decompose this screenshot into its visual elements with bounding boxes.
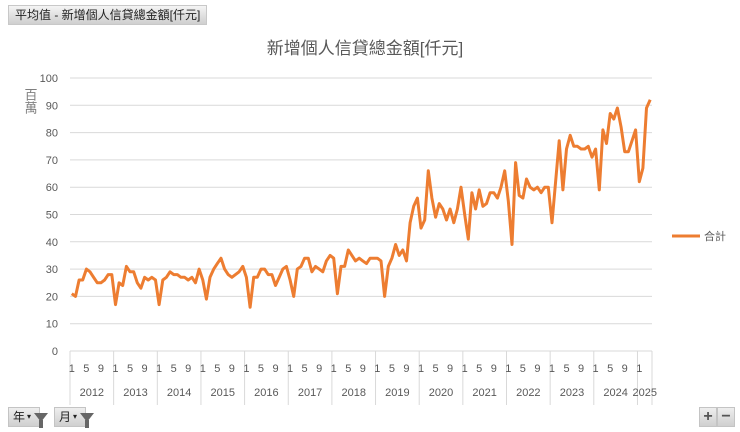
month-tick-label: 5 [563, 363, 569, 375]
month-tick-label: 5 [607, 363, 613, 375]
month-tick-label: 9 [578, 363, 584, 375]
value-field-button[interactable]: 平均值 - 新增個人信貸總金額[仟元] [8, 5, 208, 25]
month-tick-label: 5 [83, 363, 89, 375]
month-tick-label: 1 [636, 363, 642, 375]
year-tick-label: 2019 [385, 387, 409, 399]
year-tick-label: 2024 [603, 387, 627, 399]
month-tick-label: 1 [112, 363, 118, 375]
legend-label: 合計 [704, 229, 726, 243]
dropdown-icon: ▾ [73, 412, 78, 421]
month-tick-label: 1 [593, 363, 599, 375]
y-tick-label: 20 [46, 291, 58, 303]
month-tick-label: 5 [258, 363, 264, 375]
y-tick-label: 90 [46, 100, 58, 112]
filter-icon [80, 412, 95, 428]
year-tick-label: 2021 [472, 387, 496, 399]
y-tick-label: 10 [46, 319, 58, 331]
y-tick-label: 40 [46, 237, 58, 249]
month-tick-label: 9 [98, 363, 104, 375]
month-tick-label: 5 [214, 363, 220, 375]
month-tick-label: 1 [374, 363, 380, 375]
month-tick-label: 5 [302, 363, 308, 375]
month-tick-label: 9 [360, 363, 366, 375]
year-filter-label: 年 [13, 410, 26, 424]
year-tick-label: 2015 [211, 387, 235, 399]
month-tick-label: 1 [287, 363, 293, 375]
month-tick-label: 9 [229, 363, 235, 375]
month-tick-label: 1 [69, 363, 75, 375]
month-tick-label: 1 [200, 363, 206, 375]
filter-icon [34, 412, 49, 428]
month-tick-label: 1 [418, 363, 424, 375]
month-tick-label: 9 [142, 363, 148, 375]
chart-title: 新增個人信貸總金額[仟元] [267, 39, 463, 58]
month-tick-label: 5 [171, 363, 177, 375]
month-filter-label: 月 [59, 410, 72, 424]
y-axis-label: 百萬 [23, 88, 38, 114]
month-tick-label: 1 [549, 363, 555, 375]
month-tick-label: 5 [476, 363, 482, 375]
month-tick-label: 9 [622, 363, 628, 375]
year-tick-label: 2025 [632, 387, 656, 399]
month-tick-label: 1 [243, 363, 249, 375]
y-tick-label: 50 [46, 210, 58, 222]
year-tick-label: 2013 [123, 387, 147, 399]
month-tick-label: 1 [505, 363, 511, 375]
month-tick-label: 9 [316, 363, 322, 375]
year-filter-button[interactable]: 年 ▾ [8, 407, 49, 428]
y-tick-label: 80 [46, 128, 58, 140]
month-tick-label: 5 [345, 363, 351, 375]
y-tick-label: 100 [40, 73, 58, 85]
year-tick-label: 2018 [341, 387, 365, 399]
month-tick-label: 9 [185, 363, 191, 375]
y-tick-label: 70 [46, 155, 58, 167]
dropdown-icon: ▾ [27, 412, 32, 421]
month-tick-label: 5 [127, 363, 133, 375]
month-tick-label: 5 [520, 363, 526, 375]
year-tick-label: 2016 [254, 387, 278, 399]
year-tick-label: 2014 [167, 387, 191, 399]
month-tick-label: 1 [331, 363, 337, 375]
year-tick-label: 2022 [516, 387, 540, 399]
y-tick-label: 30 [46, 264, 58, 276]
month-filter-button[interactable]: 月 ▾ [54, 407, 95, 428]
year-tick-label: 2012 [80, 387, 104, 399]
month-tick-label: 9 [447, 363, 453, 375]
y-tick-label: 0 [52, 346, 58, 358]
month-tick-label: 9 [534, 363, 540, 375]
month-tick-label: 5 [389, 363, 395, 375]
month-tick-label: 9 [272, 363, 278, 375]
year-tick-label: 2017 [298, 387, 322, 399]
collapse-field-button[interactable]: − [717, 407, 735, 427]
series-line-合計 [70, 99, 652, 309]
month-tick-label: 1 [156, 363, 162, 375]
month-tick-label: 9 [403, 363, 409, 375]
month-tick-label: 5 [433, 363, 439, 375]
month-tick-label: 9 [491, 363, 497, 375]
expand-field-button[interactable]: + [699, 407, 717, 427]
year-tick-label: 2020 [429, 387, 453, 399]
month-tick-label: 1 [462, 363, 468, 375]
y-tick-label: 60 [46, 182, 58, 194]
year-tick-label: 2023 [560, 387, 584, 399]
